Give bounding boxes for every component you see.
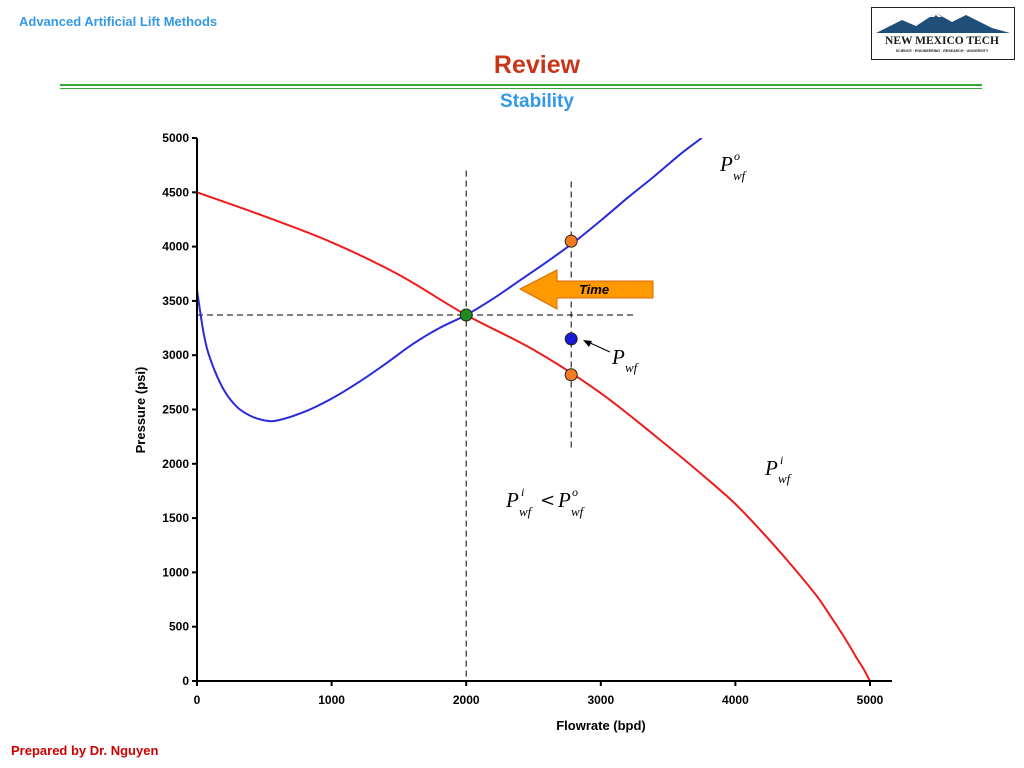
y-tick-label: 3000 <box>162 348 189 362</box>
svg-text:P: P <box>557 488 571 512</box>
svg-text:i: i <box>521 485 524 499</box>
time-label: Time <box>579 282 609 297</box>
svg-text:P: P <box>505 488 519 512</box>
y-tick-label: 2000 <box>162 457 189 471</box>
time-arrow: Time <box>518 269 654 310</box>
y-tick-label: 0 <box>182 674 189 688</box>
svg-text:P: P <box>611 345 625 369</box>
slide-title: Review <box>493 51 581 79</box>
inflow-curve-label: P i wf <box>764 453 793 486</box>
y-tick-label: 1500 <box>162 511 189 525</box>
course-title: Advanced Artificial Lift Methods <box>19 14 218 29</box>
x-tick-label: 4000 <box>722 693 749 707</box>
marker-equilibrium <box>459 308 473 322</box>
logo-text: NEW MEXICO TECH <box>885 35 999 47</box>
svg-text:P: P <box>764 456 778 480</box>
x-tick-label: 0 <box>194 693 201 707</box>
y-tick-label: 1000 <box>162 565 189 579</box>
mountain-logo-icon: NEW MEXICO TECH SCIENCE · ENGINEERING · … <box>876 13 1010 53</box>
marker-outflow <box>564 234 578 248</box>
y-tick-label: 4000 <box>162 240 189 254</box>
pwf-label: P wf <box>611 345 640 375</box>
svg-text:wf: wf <box>519 504 534 519</box>
svg-text:o: o <box>734 149 740 163</box>
svg-text:wf: wf <box>571 504 586 519</box>
inequality-label: P i wf < P o wf <box>505 485 586 519</box>
footer-author: Prepared by Dr. Nguyen <box>11 743 159 758</box>
university-logo: NEW MEXICO TECH SCIENCE · ENGINEERING · … <box>871 7 1015 60</box>
marker-p-wf <box>564 332 578 346</box>
svg-text:i: i <box>780 453 783 467</box>
svg-text:wf: wf <box>733 168 748 183</box>
inflow-curve <box>197 191 871 681</box>
y-tick-label: 4500 <box>162 185 189 199</box>
y-tick-label: 500 <box>169 620 189 634</box>
outflow-curve <box>197 138 703 423</box>
svg-text:wf: wf <box>778 471 793 486</box>
svg-text:o: o <box>572 485 578 499</box>
y-axis-title: Pressure (psi) <box>133 367 148 454</box>
logo-subtext: SCIENCE · ENGINEERING · RESEARCH · UNIVE… <box>896 49 989 53</box>
x-tick-label: 3000 <box>587 693 614 707</box>
svg-text:wf: wf <box>625 360 640 375</box>
outflow-curve-label: P o wf <box>719 149 748 183</box>
x-tick-label: 2000 <box>453 693 480 707</box>
marker-inflow <box>564 368 578 382</box>
slide-subtitle: Stability <box>500 91 574 112</box>
y-tick-label: 5000 <box>162 131 189 145</box>
x-axis-title: Flowrate (bpd) <box>556 718 646 733</box>
pwf-pointer-arrow <box>583 340 611 353</box>
svg-text:P: P <box>719 152 733 176</box>
x-tick-label: 5000 <box>857 693 884 707</box>
x-tick-label: 1000 <box>318 693 345 707</box>
svg-text:<: < <box>540 490 555 511</box>
header-divider <box>60 84 982 86</box>
y-tick-label: 3500 <box>162 294 189 308</box>
y-tick-label: 2500 <box>162 403 189 417</box>
header-divider-thin <box>60 88 982 89</box>
